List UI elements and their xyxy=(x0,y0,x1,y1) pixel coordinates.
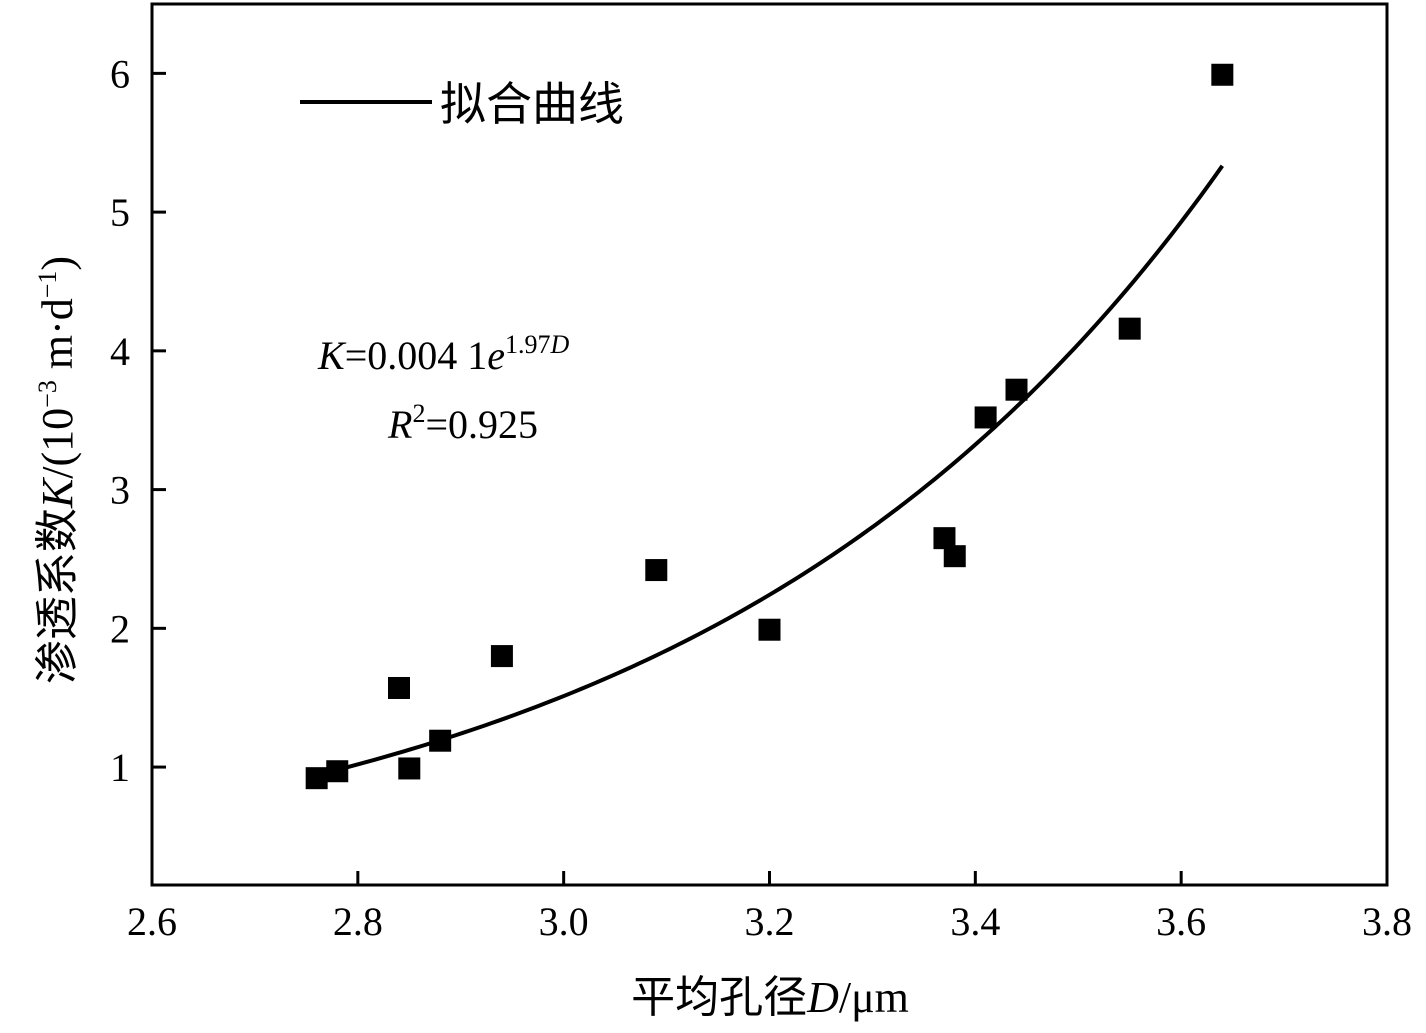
y-tick-label: 2 xyxy=(110,606,130,651)
data-point xyxy=(1211,63,1234,86)
fit-equation: K=0.004 1e1.97D xyxy=(317,330,570,378)
data-point xyxy=(398,757,421,780)
y-tick-label: 4 xyxy=(110,329,130,374)
x-tick-label: 3.4 xyxy=(950,899,1000,944)
x-tick-label: 3.6 xyxy=(1156,899,1206,944)
fit-curve xyxy=(336,164,1224,772)
legend-label: 拟合曲线 xyxy=(440,79,624,130)
x-tick-label: 3.8 xyxy=(1362,899,1412,944)
data-point xyxy=(1118,317,1141,340)
x-tick-label: 3.2 xyxy=(745,899,795,944)
y-tick-label: 5 xyxy=(110,190,130,235)
data-point xyxy=(645,559,668,582)
data-point xyxy=(943,545,966,568)
data-point xyxy=(933,527,956,550)
data-point xyxy=(326,760,349,783)
legend: 拟合曲线 xyxy=(300,79,624,130)
x-tick-label: 2.8 xyxy=(333,899,383,944)
data-point xyxy=(305,767,328,790)
data-point xyxy=(388,676,410,699)
data-point xyxy=(490,645,513,668)
scatter-points xyxy=(305,63,1234,790)
data-point xyxy=(974,406,997,429)
y-tick-label: 6 xyxy=(110,51,130,96)
y-axis-title: 渗透系数K/(10−3 m·d−1) xyxy=(33,256,82,684)
y-tick-label: 1 xyxy=(110,745,130,790)
data-point xyxy=(758,618,781,641)
plot-frame xyxy=(150,2,1389,887)
x-tick-label: 2.6 xyxy=(127,899,177,944)
data-point xyxy=(429,729,452,752)
x-axis-title: 平均孔径D/μm xyxy=(631,973,909,1022)
x-axis-ticks: 2.6 2.8 3.0 3.2 3.4 3.6 3.8 xyxy=(127,871,1412,944)
r-squared: R2=0.925 xyxy=(387,399,538,447)
y-axis-ticks: 1 2 3 4 5 6 xyxy=(110,51,166,790)
x-tick-label: 3.0 xyxy=(539,899,589,944)
y-tick-label: 3 xyxy=(110,468,130,513)
data-point xyxy=(1005,378,1028,401)
